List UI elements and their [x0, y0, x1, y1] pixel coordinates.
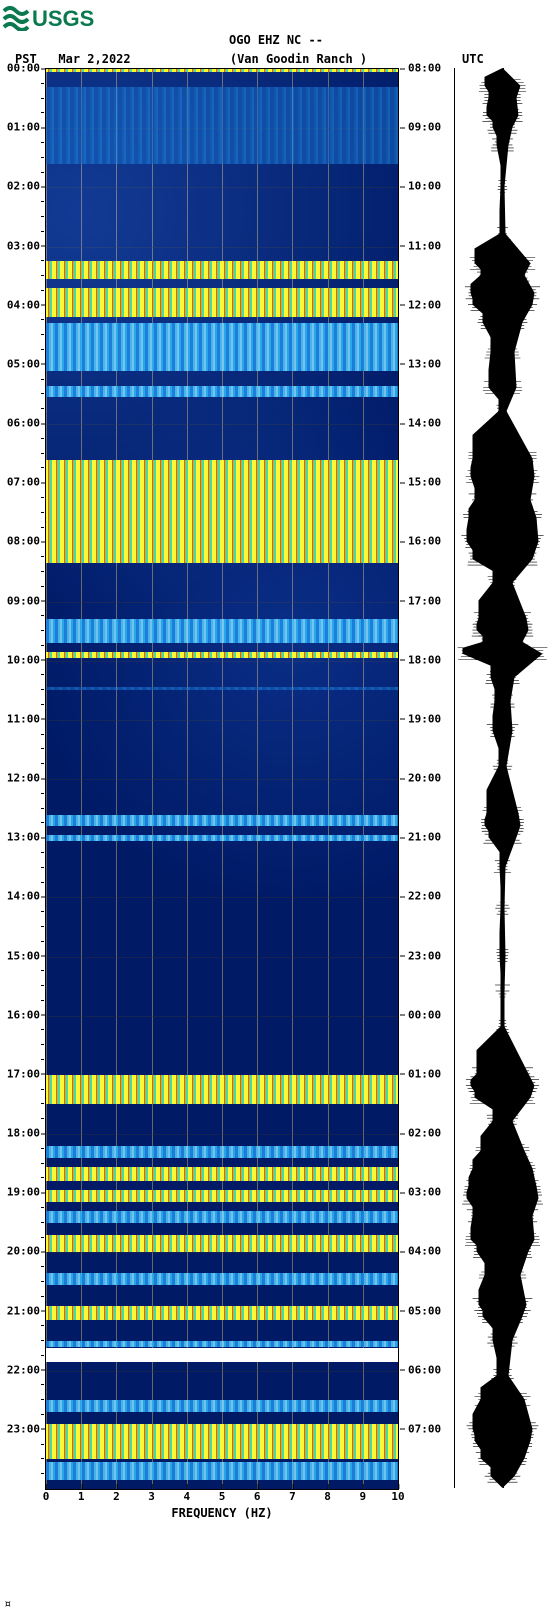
utc-tick: 02:00	[408, 1127, 441, 1140]
pst-tick: 12:00	[7, 772, 40, 785]
utc-tick: 03:00	[408, 1186, 441, 1199]
spectrogram-band	[46, 1462, 398, 1480]
pst-tick: 14:00	[7, 890, 40, 903]
x-tick: 10	[391, 1490, 404, 1503]
chart-subheader: PST Mar 2,2022 (Van Goodin Ranch ) UTC	[0, 47, 552, 68]
pst-tick: 09:00	[7, 594, 40, 607]
x-tick: 6	[254, 1490, 261, 1503]
spectrogram-band	[46, 87, 398, 164]
spectrogram-plot	[45, 68, 399, 1490]
x-tick: 0	[43, 1490, 50, 1503]
spectrogram-band	[46, 1306, 398, 1321]
spectrogram-band	[46, 619, 398, 643]
utc-tick: 06:00	[408, 1363, 441, 1376]
spectrogram-band	[46, 69, 398, 72]
x-tick: 2	[113, 1490, 120, 1503]
spectrogram-band	[46, 1400, 398, 1412]
pst-tick: 22:00	[7, 1363, 40, 1376]
spectrogram-band	[46, 815, 398, 827]
pst-tick: 07:00	[7, 476, 40, 489]
utc-tick: 16:00	[408, 535, 441, 548]
pst-tick: 23:00	[7, 1422, 40, 1435]
x-tick: 3	[148, 1490, 155, 1503]
utc-axis: 08:0009:0010:0011:0012:0013:0014:0015:00…	[404, 68, 452, 1488]
utc-tick: 01:00	[408, 1067, 441, 1080]
pst-tick: 00:00	[7, 62, 40, 75]
spectrogram-band	[46, 1211, 398, 1223]
logo-text: USGS	[32, 6, 94, 31]
utc-tick: 08:00	[408, 62, 441, 75]
spectrogram-band	[46, 386, 398, 398]
utc-tick: 22:00	[408, 890, 441, 903]
pst-tick: 04:00	[7, 298, 40, 311]
spectrogram-band	[46, 687, 398, 690]
pst-tick: 21:00	[7, 1304, 40, 1317]
pst-tick: 18:00	[7, 1127, 40, 1140]
x-tick: 8	[324, 1490, 331, 1503]
spectrogram-band	[46, 460, 398, 564]
x-tick: 1	[78, 1490, 85, 1503]
spectrogram-band	[46, 323, 398, 370]
utc-tick: 15:00	[408, 476, 441, 489]
spectrogram-band	[46, 261, 398, 279]
utc-tick: 14:00	[408, 417, 441, 430]
spectrogram-band	[46, 1075, 398, 1105]
pst-tick: 16:00	[7, 1008, 40, 1021]
pst-axis: 00:0001:0002:0003:0004:0005:0006:0007:00…	[0, 68, 40, 1488]
spectrogram-band	[46, 1190, 398, 1202]
spectrogram-band	[46, 1424, 398, 1460]
pst-tick: 05:00	[7, 357, 40, 370]
pst-tick: 10:00	[7, 653, 40, 666]
pst-tick: 15:00	[7, 949, 40, 962]
x-tick: 4	[183, 1490, 190, 1503]
pst-tick: 20:00	[7, 1245, 40, 1258]
utc-tick: 09:00	[408, 121, 441, 134]
x-tick: 7	[289, 1490, 296, 1503]
date-label: Mar 2,2022	[58, 52, 130, 66]
utc-tick: 11:00	[408, 239, 441, 252]
utc-tick: 05:00	[408, 1304, 441, 1317]
pst-tick: 02:00	[7, 180, 40, 193]
spectrogram-band	[46, 288, 398, 318]
utc-tick: 19:00	[408, 712, 441, 725]
spectrogram-band	[46, 1167, 398, 1182]
pst-tick: 11:00	[7, 712, 40, 725]
spectrogram-band	[46, 835, 398, 841]
utc-label: UTC	[462, 52, 484, 66]
frequency-axis: FREQUENCY (HZ) 012345678910	[46, 1490, 398, 1526]
utc-tick: 00:00	[408, 1008, 441, 1021]
pst-tick: 06:00	[7, 417, 40, 430]
utc-tick: 04:00	[408, 1245, 441, 1258]
x-tick: 5	[219, 1490, 226, 1503]
footer-mark: ¤	[4, 1597, 11, 1611]
utc-tick: 23:00	[408, 949, 441, 962]
pst-tick: 13:00	[7, 831, 40, 844]
pst-tick: 08:00	[7, 535, 40, 548]
pst-tick: 01:00	[7, 121, 40, 134]
usgs-logo: USGS	[2, 5, 552, 31]
spectrogram-band	[46, 1341, 398, 1347]
spectrogram-band	[46, 652, 398, 658]
utc-tick: 21:00	[408, 831, 441, 844]
pst-tick: 03:00	[7, 239, 40, 252]
spectrogram-band	[46, 1273, 398, 1285]
spectrogram-band	[46, 1146, 398, 1158]
spectrogram-band	[46, 1348, 398, 1362]
utc-tick: 10:00	[408, 180, 441, 193]
site-label: (Van Goodin Ranch )	[230, 52, 367, 66]
utc-tick: 17:00	[408, 594, 441, 607]
pst-tick: 19:00	[7, 1186, 40, 1199]
utc-tick: 12:00	[408, 298, 441, 311]
utc-tick: 20:00	[408, 772, 441, 785]
x-tick: 9	[359, 1490, 366, 1503]
waveform-track	[454, 68, 550, 1488]
spectrogram-band	[46, 1235, 398, 1253]
utc-tick: 18:00	[408, 653, 441, 666]
utc-tick: 13:00	[408, 357, 441, 370]
x-axis-label: FREQUENCY (HZ)	[171, 1506, 272, 1520]
pst-tick: 17:00	[7, 1067, 40, 1080]
chart-header: OGO EHZ NC --	[0, 33, 552, 47]
station-id: OGO EHZ NC --	[229, 33, 323, 47]
utc-tick: 07:00	[408, 1422, 441, 1435]
